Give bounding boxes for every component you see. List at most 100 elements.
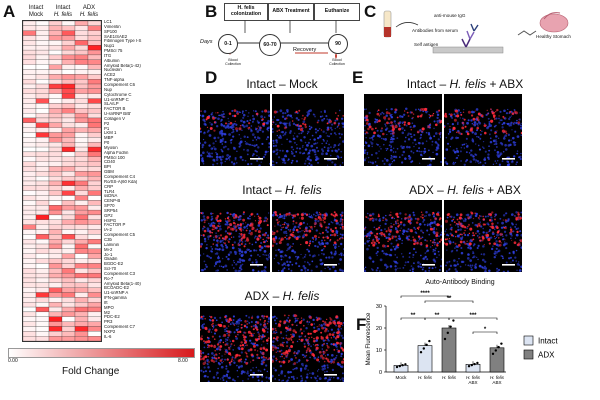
data-point [491, 352, 495, 356]
heatmap-cell [74, 171, 89, 177]
heatmap-cell [48, 214, 63, 220]
significance-bracket [400, 295, 450, 298]
heatmap-cell [61, 59, 76, 65]
y-tick-label: 20 [376, 326, 382, 332]
antigen-label: IFN-gamma [104, 296, 127, 301]
heatmap-cell [87, 302, 101, 308]
heatmap-cell [35, 166, 50, 172]
heatmap-cell [87, 190, 101, 196]
heatmap-cell [23, 103, 37, 109]
heatmap-cell [23, 171, 37, 177]
heatmap-cell [87, 151, 101, 157]
heatmap-cell [23, 161, 37, 167]
heatmap-cell [35, 112, 50, 119]
heatmap-cell [87, 127, 101, 133]
heatmap-cell [35, 49, 50, 56]
heatmap-cell [74, 88, 89, 94]
heatmap-cell [35, 190, 50, 196]
heatmap-cell [87, 205, 101, 211]
heatmap-cell [87, 336, 101, 341]
antigen-list: LC1 Vimentin SP100 SAE1/SAE2 Fibrinogen Type… [104, 20, 204, 340]
heatmap-cell [61, 171, 76, 177]
heatmap-cell [35, 239, 50, 245]
heatmap-cell [23, 306, 37, 313]
heatmap-cell [48, 243, 63, 250]
heatmap-cell [35, 287, 50, 293]
heatmap-cell [87, 171, 101, 177]
heatmap-cell [23, 321, 37, 327]
heatmap-cell [23, 214, 37, 220]
panel-b-label: B [205, 2, 218, 21]
x-tick-label: ABX [468, 380, 477, 385]
heatmap-cell [61, 161, 76, 167]
heatmap-cell [74, 93, 89, 99]
heatmap-cell [23, 64, 37, 70]
heatmap-cell [74, 306, 89, 313]
heatmap-cell [48, 209, 63, 216]
heatmap-cell [48, 234, 63, 240]
heatmap-cell [74, 321, 89, 327]
heatmap-cell [35, 316, 50, 322]
heatmap-cell [74, 268, 89, 274]
heatmap-cell [35, 122, 50, 128]
heatmap-cell [61, 214, 76, 220]
antigen-label: LC1 [104, 20, 112, 24]
antigen-label: MPO [104, 305, 114, 310]
heatmap-cell [61, 224, 76, 230]
heatmap-cell [87, 243, 101, 250]
micro-adx-hfelis-1 [200, 306, 270, 382]
heatmap-cell [48, 258, 63, 264]
heatmap-cell [48, 69, 63, 75]
heatmap-cell [23, 219, 37, 225]
antigen-label: Cytochrome C [104, 92, 132, 97]
heatmap-cell [35, 93, 50, 99]
heatmap-cell [74, 302, 89, 308]
igg-label: anti-mouse IgG [434, 13, 466, 18]
heatmap-cell [35, 79, 50, 85]
heatmap-cell [48, 25, 63, 31]
legend-min: 0.00 [8, 358, 18, 364]
heatmap-cell [48, 74, 63, 80]
data-point [473, 362, 476, 366]
heatmap-cell [61, 137, 76, 143]
antigen-label: U-snRNP B/B' [104, 112, 132, 117]
heatmap-cell [61, 151, 76, 157]
heatmap-cell [48, 205, 63, 211]
heatmap-cell [35, 30, 50, 36]
heatmap-cell [61, 93, 76, 99]
heatmap-cell [48, 272, 63, 279]
heatmap-cell [74, 127, 89, 133]
heatmap-cell [23, 209, 37, 216]
significance-label: *** [469, 313, 477, 319]
heatmap-cell [74, 185, 89, 191]
heatmap-cell [23, 59, 37, 65]
heatmap-cell [61, 316, 76, 322]
heatmap-cell [61, 117, 76, 123]
heatmap-cell [23, 142, 37, 148]
antigen-label: Fibrinogen Type I-S [104, 39, 142, 44]
antigen-label: U1-snRNP C [104, 97, 129, 102]
heatmap-cell [23, 200, 37, 206]
heatmap-cell [23, 151, 37, 157]
heatmap-cell [23, 277, 37, 283]
title-adx-hfelis-abx: ADX – H. felis + ABX [409, 183, 521, 197]
data-point [476, 361, 479, 365]
heatmap-cell [35, 209, 50, 216]
heatmap-cell [74, 311, 89, 317]
heatmap-cell [61, 258, 76, 264]
recovery-label: Recovery [293, 47, 317, 53]
heatmap-cell [23, 258, 37, 264]
timepoint-60-70: 60-70 [259, 34, 281, 56]
heatmap-cell [35, 146, 50, 153]
heatmap-cell [74, 151, 89, 157]
heatmap-cell [23, 146, 37, 153]
heatmap-cell [48, 49, 63, 56]
data-point [449, 325, 452, 328]
heatmap-cell [87, 326, 101, 332]
heatmap-cell [87, 214, 101, 220]
heatmap-cell [35, 214, 50, 220]
heatmap-cell [35, 185, 50, 191]
heatmap-cell [87, 229, 101, 235]
heatmap-cell [23, 156, 37, 162]
heatmap-cell [74, 69, 89, 75]
